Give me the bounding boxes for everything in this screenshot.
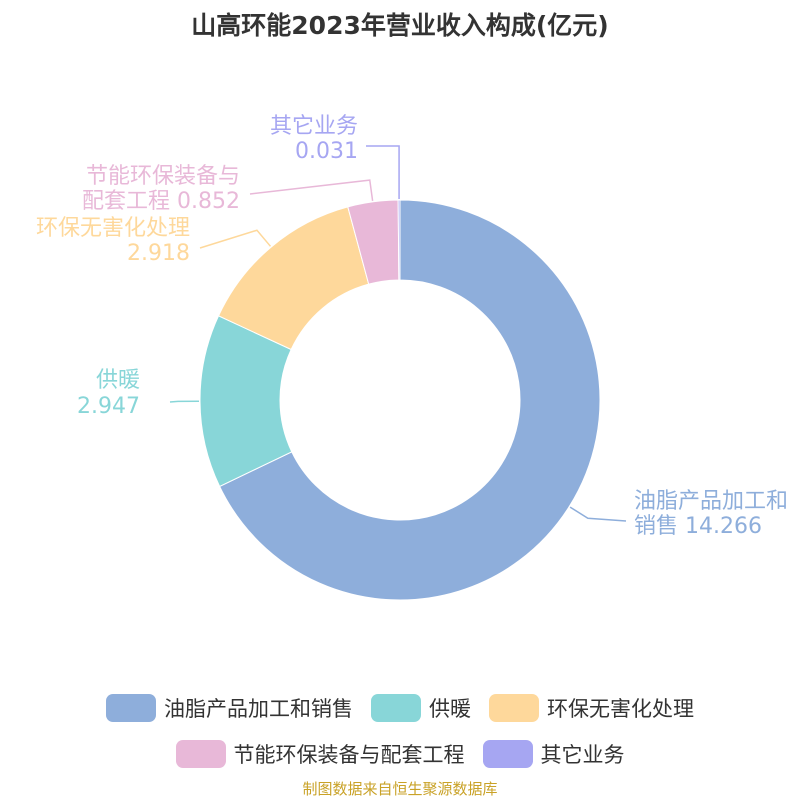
legend-item-heating[interactable]: 供暖 <box>371 693 471 723</box>
legend-swatch-heating <box>371 694 421 722</box>
slice-oil[interactable] <box>218 199 601 601</box>
legend-swatch-env <box>489 694 539 722</box>
donut-chart: 油脂产品加工和销售 14.266 供暖 2.947 环保无害化处理 2.918节能环保装… <box>36 114 788 601</box>
legend-row-2: 节能环保装备与配套工程 其它业务 <box>0 736 800 772</box>
legend-label-heating: 供暖 <box>429 697 471 721</box>
legend-item-other[interactable]: 其它业务 <box>482 739 625 769</box>
legend-label-equip: 节能环保装备与配套工程 <box>233 743 465 767</box>
leader-line-other <box>366 145 400 200</box>
leader-line-equip <box>249 179 374 201</box>
leader-line-env <box>199 229 272 249</box>
data-label-env: 环保无害化处理 2.918 <box>36 216 190 266</box>
legend-item-equip[interactable]: 节能环保装备与配套工程 <box>175 739 465 769</box>
chart-title: 山高环能2023年营业收入构成(亿元) <box>191 11 609 40</box>
source-note: 制图数据来自恒生聚源数据库 <box>302 780 498 798</box>
legend-swatch-equip <box>175 740 226 768</box>
legend-swatch-oil <box>106 694 156 722</box>
data-label-heating: 供暖 2.947 <box>77 368 140 419</box>
slice-other[interactable] <box>397 199 401 281</box>
legend-row-1: 油脂产品加工和销售 供暖 环保无害化处理 <box>0 690 800 726</box>
data-label-equip: 节能环保装备与配套工程 0.852 <box>82 164 240 214</box>
legend-swatch-other <box>482 740 533 768</box>
legend-label-oil: 油脂产品加工和销售 <box>164 697 353 721</box>
legend-label-env: 环保无害化处理 <box>547 697 694 721</box>
leader-line-oil <box>569 506 627 522</box>
legend-label-other: 其它业务 <box>540 743 625 767</box>
data-label-other: 其它业务 0.031 <box>270 114 358 164</box>
legend-item-oil[interactable]: 油脂产品加工和销售 <box>106 693 353 723</box>
data-label-oil: 油脂产品加工和销售 14.266 <box>634 489 788 539</box>
leader-line-heating <box>169 400 200 403</box>
legend-item-env[interactable]: 环保无害化处理 <box>489 693 694 723</box>
